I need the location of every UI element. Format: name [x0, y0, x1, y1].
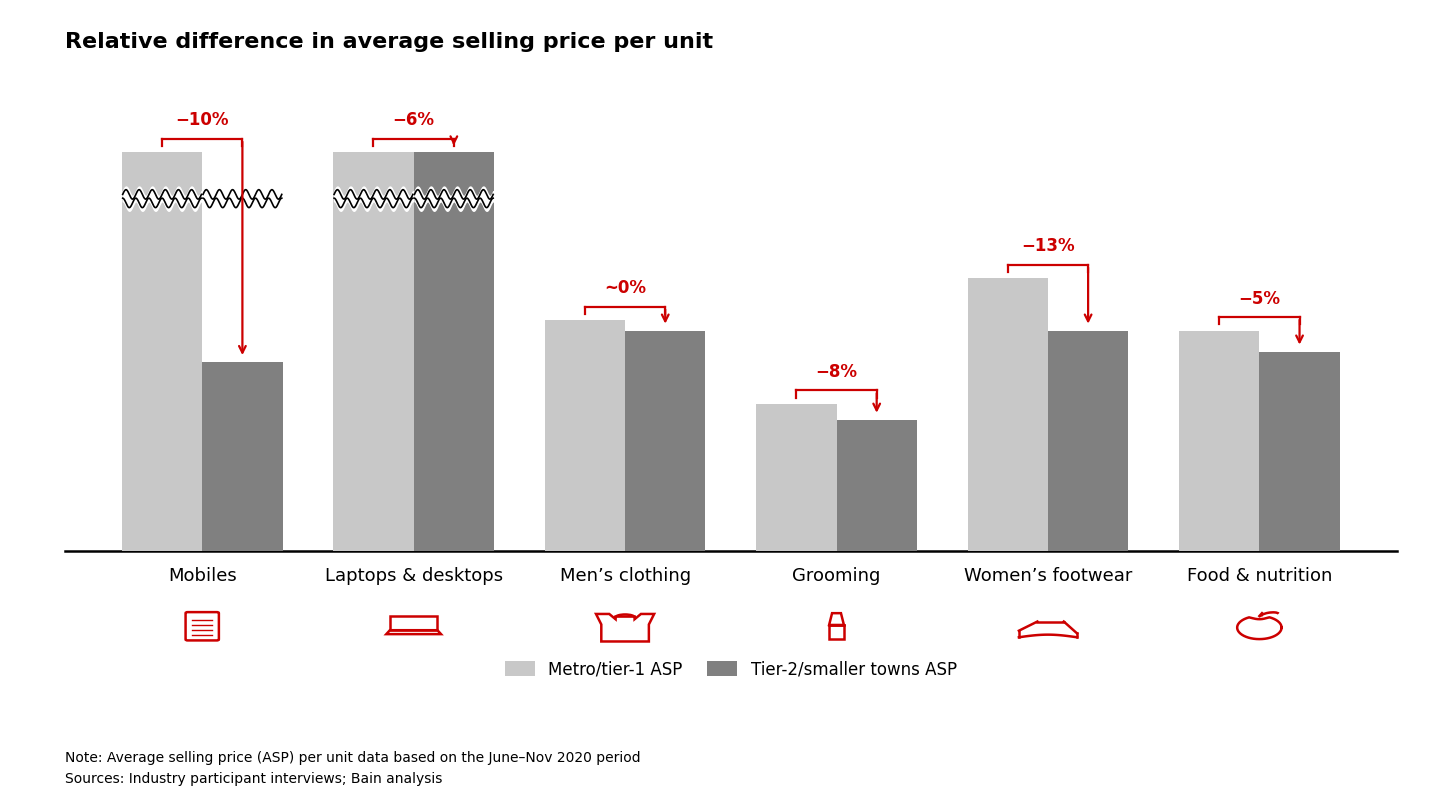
Text: Note: Average selling price (ASP) per unit data based on the June–Nov 2020 perio: Note: Average selling price (ASP) per un… — [65, 752, 641, 765]
Bar — [1260, 352, 1339, 551]
Text: −13%: −13% — [1021, 237, 1074, 255]
Bar — [625, 330, 706, 551]
Bar — [829, 625, 844, 639]
Bar — [968, 279, 1048, 551]
Bar — [390, 616, 438, 630]
Text: Sources: Industry participant interviews; Bain analysis: Sources: Industry participant interviews… — [65, 772, 442, 786]
Bar — [837, 420, 917, 551]
Bar — [1048, 330, 1129, 551]
Text: ~0%: ~0% — [605, 279, 647, 297]
Bar — [413, 152, 494, 551]
Bar — [544, 320, 625, 551]
Bar — [202, 362, 282, 551]
Bar — [333, 152, 413, 551]
Text: −10%: −10% — [176, 112, 229, 130]
Text: Relative difference in average selling price per unit: Relative difference in average selling p… — [65, 32, 713, 53]
Text: −8%: −8% — [815, 363, 857, 381]
Bar — [1179, 330, 1260, 551]
Bar — [756, 404, 837, 551]
Bar — [122, 152, 202, 551]
Text: −5%: −5% — [1238, 290, 1280, 308]
Text: −6%: −6% — [393, 112, 435, 130]
Legend: Metro/tier-1 ASP, Tier-2/smaller towns ASP: Metro/tier-1 ASP, Tier-2/smaller towns A… — [498, 654, 963, 685]
